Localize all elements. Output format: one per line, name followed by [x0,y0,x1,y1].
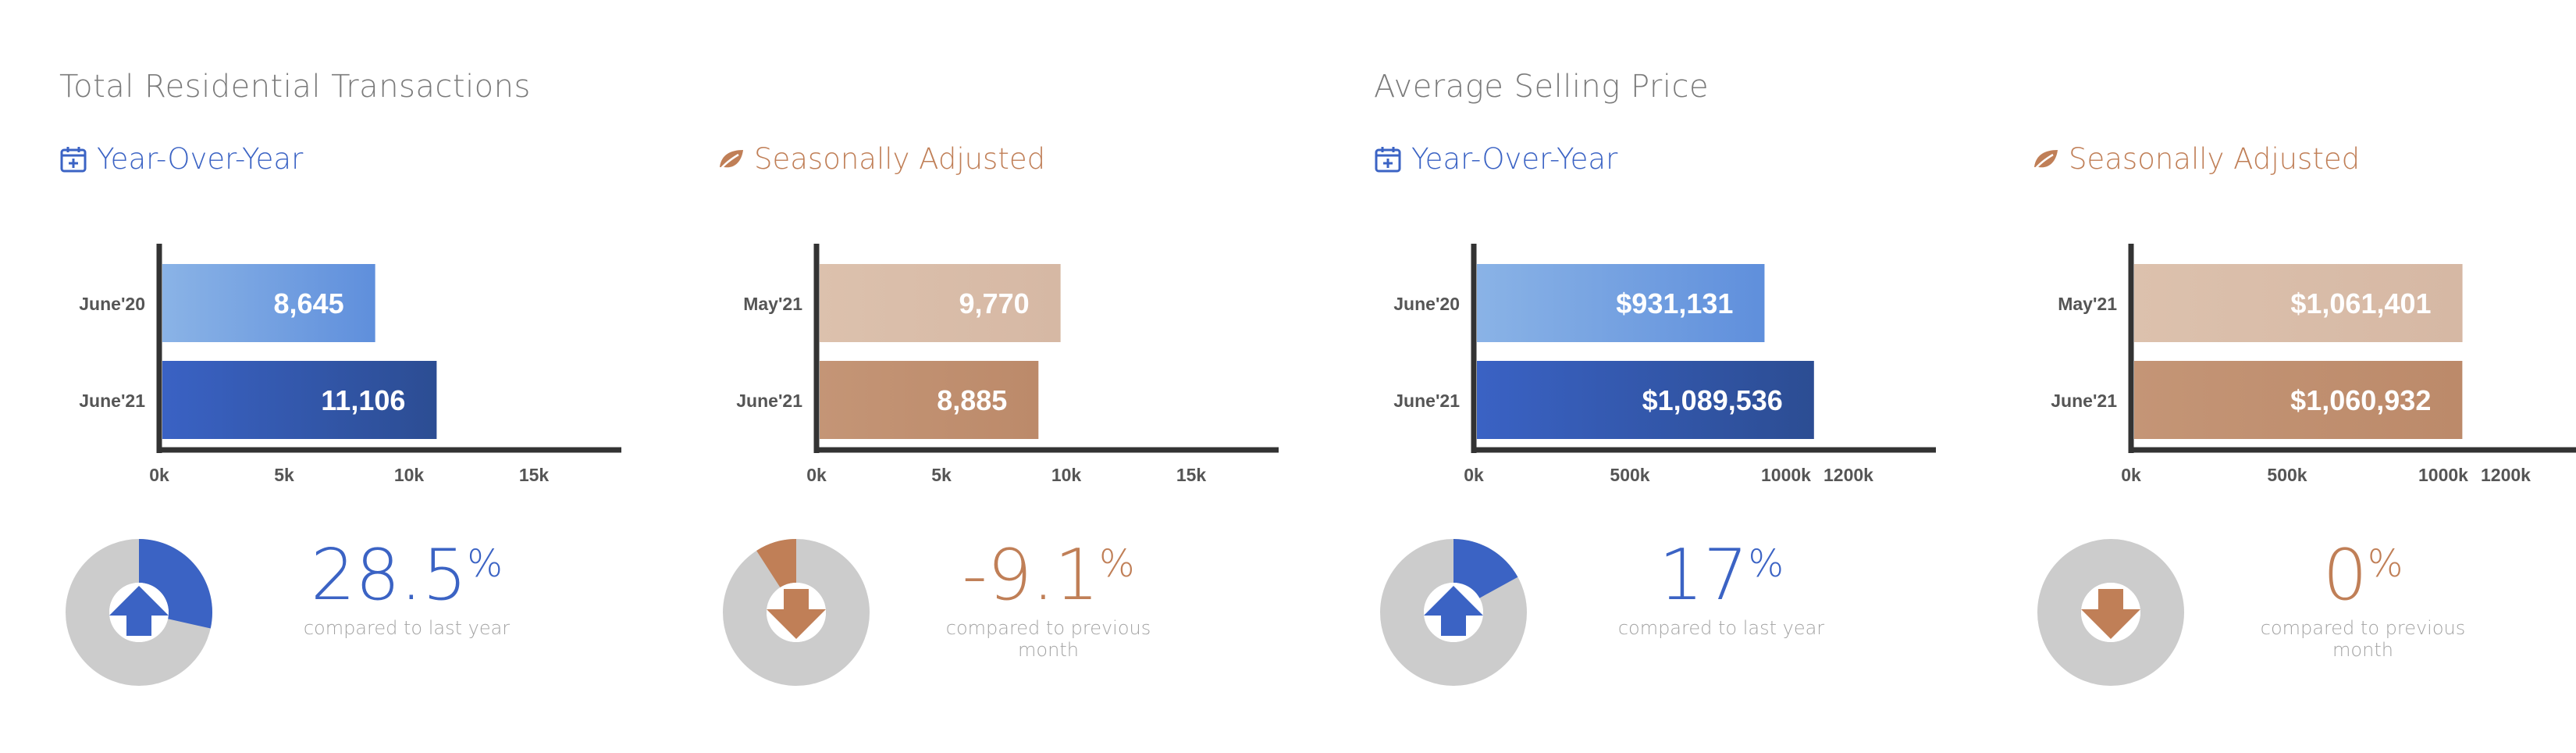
bar [162,264,375,342]
category-label: June'21 [79,391,145,411]
percent-symbol: % [1099,542,1135,586]
percent-symbol: % [467,542,503,586]
bar-value-label: 11,106 [321,384,405,416]
bar [162,361,437,439]
change-summary: -9.1% compared to previous month [920,541,1177,662]
panel-subtitle-text: Year-Over-Year [1411,142,1618,176]
leaf-icon [2032,149,2058,173]
panel-1: Year-Over-Year 8,645 June'20 11,106 June'21 0… [59,0,684,753]
change-gauge [723,539,870,686]
bar [1477,264,1765,342]
category-label: May'21 [743,294,802,314]
bar [820,264,1061,342]
category-label: June'20 [79,294,145,314]
bar-value-label: $931,131 [1616,287,1733,319]
bar-value-label: 9,770 [959,287,1030,319]
panel-subtitle: Seasonally Adjusted [2031,142,2360,176]
category-label: June'20 [1393,294,1460,314]
bar-chart: 8,645 June'20 11,106 June'21 0k 5k 10k 15k [79,244,621,485]
gauge-track [2037,539,2184,686]
tick-label: 0k [1464,465,1484,485]
tick-label: 0k [149,465,169,485]
tick-label: 1200k [1823,465,1873,485]
tick-label: 1000k [2418,465,2468,485]
change-summary: 28.5% compared to last year [278,541,535,640]
category-label: June'21 [1393,391,1460,411]
change-value: -9.1 [962,534,1099,616]
change-value: 0 [2322,534,2368,616]
panel-subtitle: Seasonally Adjusted [717,142,1045,176]
tick-label: 5k [931,465,952,485]
bar-value-label: 8,885 [937,384,1007,416]
tick-label: 10k [394,465,425,485]
bar-value-label: 8,645 [274,287,344,319]
arrow-up-icon [109,586,169,636]
gauge-fill [139,539,212,629]
bar-value-label: $1,060,932 [2290,384,2431,416]
tick-label: 15k [1176,465,1207,485]
change-value: 28.5 [311,534,468,616]
bar-chart: 9,770 May'21 8,885 June'21 0k 5k 10k 15k [736,244,1279,485]
tick-label: 15k [519,465,550,485]
bar-chart: $931,131 June'20 $1,089,536 June'21 0k 500k 10… [1393,244,1936,485]
change-summary: 0% compared to previous month [2234,541,2492,662]
category-label: June'21 [2051,391,2117,411]
tick-label: 500k [2267,465,2307,485]
change-value: 17 [1658,534,1749,616]
arrow-down-icon [2081,589,2140,639]
compare-text: compared to last year [1617,617,1825,639]
compare-text: compared to previous month [945,617,1151,661]
bar [820,361,1039,439]
arrow-up-icon [1424,586,1483,636]
bar [1477,361,1814,439]
panel-subtitle-text: Year-Over-Year [97,142,304,176]
compare-text: compared to previous month [2260,617,2466,661]
gauge-fill [1453,539,1518,598]
change-gauge [66,539,212,686]
category-label: May'21 [2058,294,2117,314]
section-title-price: Average Selling Price [1374,69,1710,105]
panel-subtitle-text: Seasonally Adjusted [2069,142,2361,176]
compare-text: compared to last year [303,617,511,639]
calendar-plus-icon [60,146,87,172]
panel-4: Seasonally Adjusted $1,061,401 May'21 $1,06… [2031,0,2576,753]
gauge-fill [756,539,796,588]
tick-label: 1000k [1761,465,1811,485]
panel-2: Seasonally Adjusted 9,770 May'21 8,885 June'… [717,0,1341,753]
panel-subtitle: Year-Over-Year [59,142,303,176]
tick-label: 500k [1610,465,1649,485]
bar-chart: $1,061,401 May'21 $1,060,932 June'21 0k 500k 1… [2051,244,2576,485]
change-gauge [2037,539,2184,686]
change-gauge [1380,539,1527,686]
bar-value-label: $1,089,536 [1642,384,1783,416]
change-summary: 17% compared to last year [1592,541,1850,640]
leaf-icon [717,149,743,173]
category-label: June'21 [736,391,802,411]
tick-label: 1200k [2481,465,2531,485]
tick-label: 10k [1051,465,1082,485]
tick-label: 5k [274,465,294,485]
calendar-plus-icon [1375,146,1401,172]
panel-subtitle: Year-Over-Year [1374,142,1617,176]
section-title-transactions: Total Residential Transactions [59,69,531,105]
arrow-down-icon [767,589,826,639]
percent-symbol: % [2367,542,2403,586]
bar-value-label: $1,061,401 [2290,287,2431,319]
panel-3: Year-Over-Year $931,131 June'20 $1,089,536 J… [1374,0,1998,753]
bar [2134,264,2463,342]
panel-subtitle-text: Seasonally Adjusted [754,142,1046,176]
bar [2134,361,2463,439]
tick-label: 0k [2121,465,2141,485]
percent-symbol: % [1748,542,1784,586]
tick-label: 0k [806,465,827,485]
